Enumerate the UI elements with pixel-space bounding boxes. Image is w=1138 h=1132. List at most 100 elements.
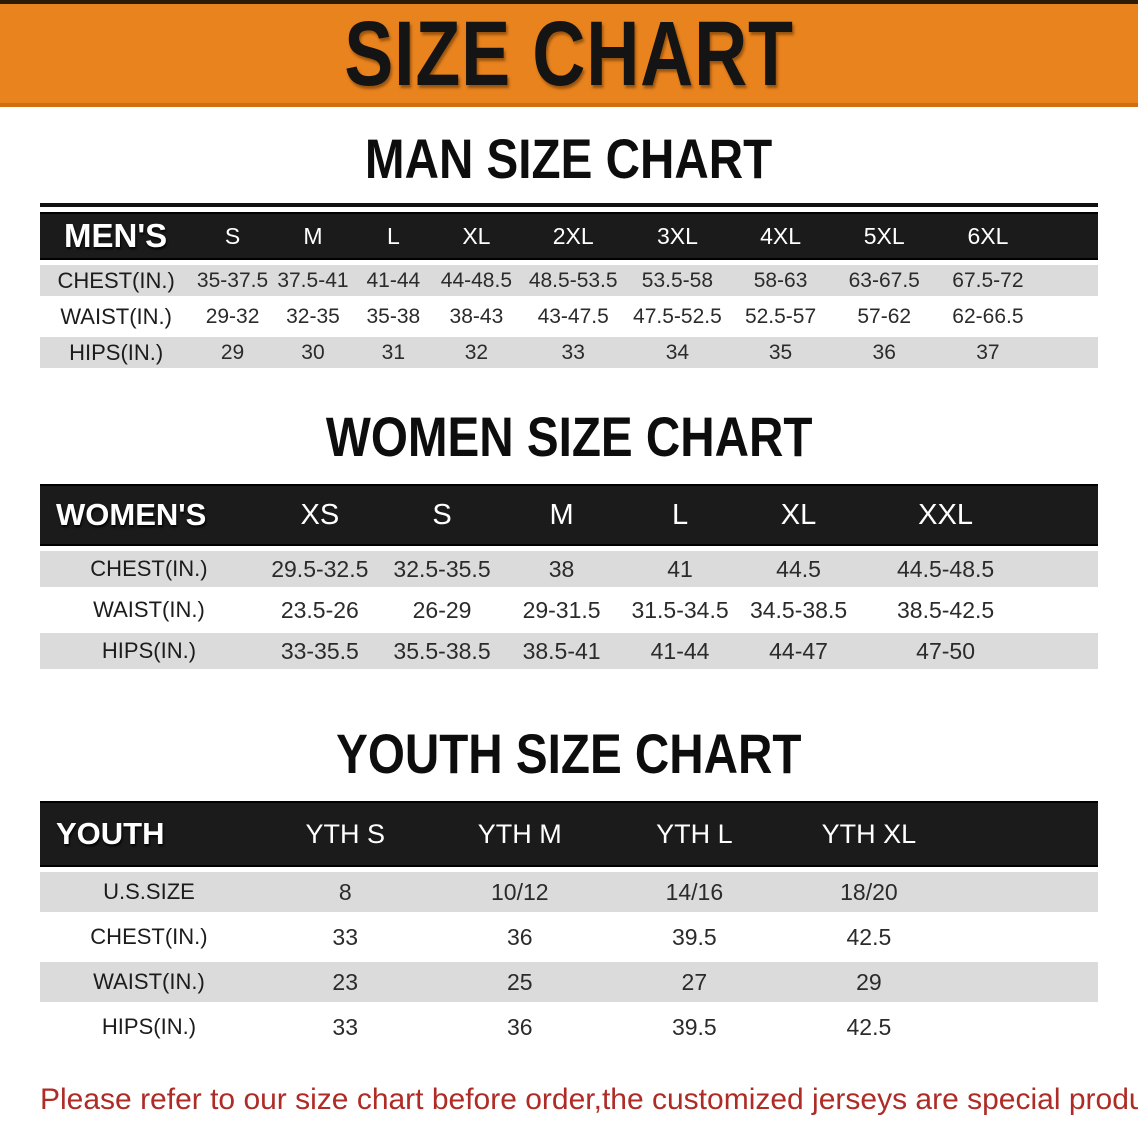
value-hips-in-2xl: 33 [519,337,628,368]
size-header-yth-xl: YTH XL [781,801,957,867]
value-chest-in-l: 41 [620,551,740,587]
size-header-row: YOUTH YTH S YTH M YTH L YTH XL [40,801,1098,867]
size-header-s: S [192,212,273,260]
mens-size-table: MEN'S S M L XL 2XL 3XL 4XL 5XL 6XL CHEST(IN.) 35-37… [40,203,1098,373]
row-label-chest-in: CHEST(IN.) [40,917,258,957]
size-header-yth-l: YTH L [607,801,782,867]
size-chart-banner: SIZE CHART [0,0,1138,107]
size-header-row: MEN'S S M L XL 2XL 3XL 4XL 5XL 6XL [40,212,1098,260]
value-waist-in-yth-xl: 29 [781,962,957,1002]
hips-in-row: HIPS(IN.) 33 36 39.5 42.5 [40,1007,1098,1047]
value-chest-in-xl: 44-48.5 [433,265,520,296]
header-filler-cell [956,801,1098,867]
row-label-chest-in: CHEST(IN.) [40,551,258,587]
value-hips-in-l: 31 [353,337,434,368]
header-filler-cell [1033,484,1098,546]
value-chest-in-m: 38 [502,551,621,587]
women-section-heading: WOMEN SIZE CHART [0,409,1138,465]
waist-in-row: WAIST(IN.) 29-32 32-35 35-38 38-43 43-47.5 47.… [40,301,1098,332]
row-filler-cell [1040,265,1098,296]
row-label-hips-in: HIPS(IN.) [40,633,258,669]
size-header-6xl: 6XL [935,212,1041,260]
value-chest-in-xl: 44.5 [739,551,858,587]
size-header-xl: XL [433,212,520,260]
youth-section-heading: YOUTH SIZE CHART [0,726,1138,782]
value-chest-in-2xl: 48.5-53.5 [519,265,628,296]
value-u-s-size-yth-xl: 18/20 [781,872,957,912]
value-hips-in-xxl: 47-50 [857,633,1034,669]
value-chest-in-4xl: 58-63 [727,265,834,296]
value-chest-in-yth-xl: 42.5 [781,917,957,957]
size-header-l: L [620,484,740,546]
value-hips-in-xl: 32 [433,337,520,368]
waist-in-row: WAIST(IN.) 23 25 27 29 [40,962,1098,1002]
size-header-m: M [272,212,354,260]
waist-in-row: WAIST(IN.) 23.5-26 26-29 29-31.5 31.5-34.5 34… [40,592,1098,628]
value-waist-in-yth-l: 27 [607,962,782,1002]
value-chest-in-l: 41-44 [353,265,434,296]
value-chest-in-5xl: 63-67.5 [833,265,936,296]
value-waist-in-6xl: 62-66.5 [935,301,1041,332]
value-waist-in-m: 32-35 [272,301,354,332]
size-header-l: L [353,212,434,260]
value-waist-in-5xl: 57-62 [833,301,936,332]
value-u-s-size-yth-l: 14/16 [607,872,782,912]
chest-in-row: CHEST(IN.) 29.5-32.5 32.5-35.5 38 41 44.5 44.5… [40,551,1098,587]
size-header-m: M [502,484,621,546]
women-heading-text: WOMEN SIZE CHART [325,405,813,468]
value-hips-in-xs: 33-35.5 [257,633,382,669]
value-hips-in-l: 41-44 [620,633,740,669]
header-filler-cell [1040,212,1098,260]
row-label-waist-in: WAIST(IN.) [40,962,258,1002]
value-hips-in-yth-m: 36 [432,1007,608,1047]
size-header-s: S [381,484,503,546]
size-header-yth-s: YTH S [257,801,433,867]
size-header-xl: XL [739,484,858,546]
size-header-5xl: 5XL [833,212,936,260]
row-filler-cell [1033,633,1098,669]
value-chest-in-yth-s: 33 [257,917,433,957]
banner-title: SIZE CHART [344,2,794,105]
value-hips-in-4xl: 35 [727,337,834,368]
order-policy-line-1: Please refer to our size chart before or… [40,1083,1138,1116]
value-chest-in-3xl: 53.5-58 [627,265,728,296]
size-header-row: WOMEN'S XS S M L XL XXL [40,484,1098,546]
womens-size-table: WOMEN'S XS S M L XL XXL CHEST(IN.) 29.5-32.5 32.5… [40,479,1098,674]
value-u-s-size-yth-m: 10/12 [432,872,608,912]
value-hips-in-yth-xl: 42.5 [781,1007,957,1047]
chest-in-row: CHEST(IN.) 33 36 39.5 42.5 [40,917,1098,957]
value-waist-in-3xl: 47.5-52.5 [627,301,728,332]
value-waist-in-2xl: 43-47.5 [519,301,628,332]
man-section-heading: MAN SIZE CHART [0,131,1138,187]
value-chest-in-xs: 29.5-32.5 [257,551,382,587]
youth-table-label: YOUTH [40,801,258,867]
row-filler-cell [956,1007,1098,1047]
order-policy-line-2: we don't accept cancel, change, teturn o… [40,1124,1110,1132]
row-label-hips-in: HIPS(IN.) [40,337,193,368]
value-waist-in-s: 26-29 [381,592,503,628]
value-waist-in-4xl: 52.5-57 [727,301,834,332]
value-chest-in-xxl: 44.5-48.5 [857,551,1034,587]
value-chest-in-m: 37.5-41 [272,265,354,296]
value-chest-in-s: 32.5-35.5 [381,551,503,587]
youth-heading-text: YOUTH SIZE CHART [336,722,802,785]
row-filler-cell [1033,592,1098,628]
row-filler-cell [1033,551,1098,587]
man-heading-text: MAN SIZE CHART [365,127,773,190]
value-waist-in-xxl: 38.5-42.5 [857,592,1034,628]
row-filler-cell [956,917,1098,957]
value-waist-in-xs: 23.5-26 [257,592,382,628]
value-hips-in-5xl: 36 [833,337,936,368]
size-header-4xl: 4XL [727,212,834,260]
row-label-waist-in: WAIST(IN.) [40,592,258,628]
hips-in-row: HIPS(IN.) 33-35.5 35.5-38.5 38.5-41 41-44 44-… [40,633,1098,669]
value-waist-in-yth-s: 23 [257,962,433,1002]
value-waist-in-l: 31.5-34.5 [620,592,740,628]
hips-in-row: HIPS(IN.) 29 30 31 32 33 34 35 36 37 [40,337,1098,368]
row-filler-cell [1040,301,1098,332]
value-u-s-size-yth-s: 8 [257,872,433,912]
value-waist-in-xl: 38-43 [433,301,520,332]
row-label-chest-in: CHEST(IN.) [40,265,193,296]
value-hips-in-yth-s: 33 [257,1007,433,1047]
